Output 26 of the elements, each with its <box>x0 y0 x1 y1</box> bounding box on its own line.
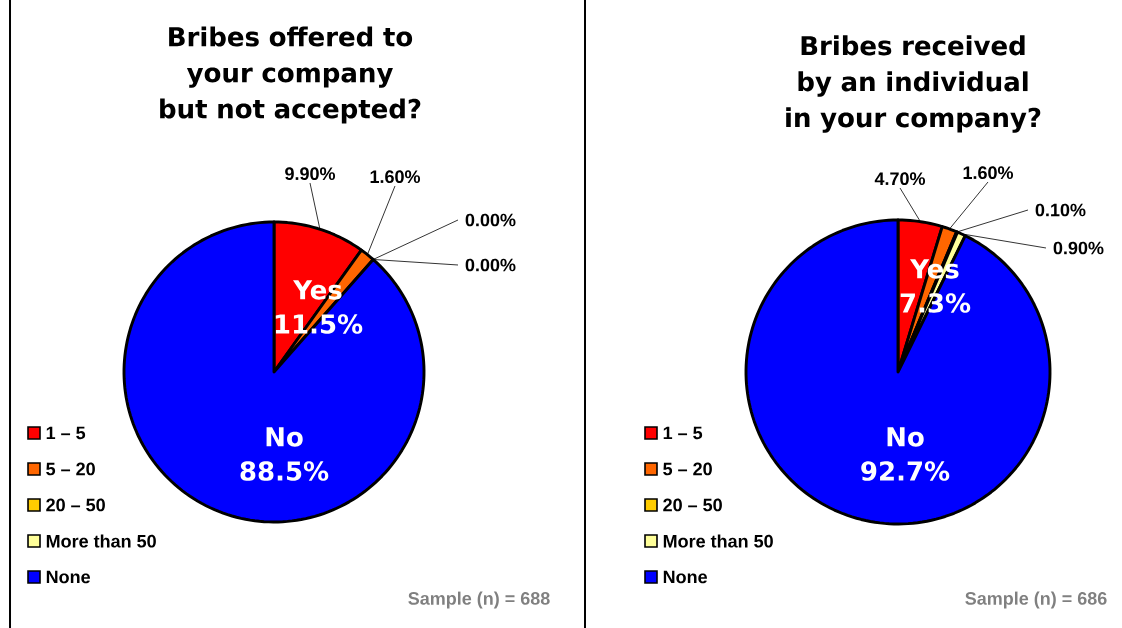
data-label: 1.60% <box>370 170 421 184</box>
text: 0.00% <box>465 258 516 272</box>
chart-title: Bribes received by an individual in your company? <box>786 35 1041 133</box>
data-label: 0.10% <box>1035 203 1086 217</box>
chart-title: Bribes offered to your company but not accepted? <box>160 26 421 124</box>
text: 92.7% <box>861 461 950 481</box>
text: No <box>266 427 303 447</box>
data-label: 9.90% <box>285 167 336 181</box>
text: 0.00% <box>465 213 516 227</box>
legend-label: 1 – 5 <box>46 426 86 440</box>
legend-label: 5 – 20 <box>46 462 95 476</box>
legend-label: 20 – 50 <box>663 498 722 512</box>
text: Sample (n) = 688 <box>408 591 550 609</box>
legend-label: None <box>663 570 707 584</box>
text: No <box>887 427 924 447</box>
legend-label: None <box>46 570 90 584</box>
text: Sample (n) = 686 <box>965 591 1107 609</box>
data-label: 1.60% <box>963 166 1014 180</box>
legend-label: 1 – 5 <box>663 426 703 440</box>
legend-label: 5 – 20 <box>663 462 712 476</box>
text: 88.5% <box>240 461 329 481</box>
legend-label: More than 50 <box>46 534 156 548</box>
data-label: 0.90% <box>1053 241 1104 255</box>
legend-label: More than 50 <box>663 534 773 548</box>
data-label: 4.70% <box>874 172 926 186</box>
legend-label: 20 – 50 <box>46 498 105 512</box>
